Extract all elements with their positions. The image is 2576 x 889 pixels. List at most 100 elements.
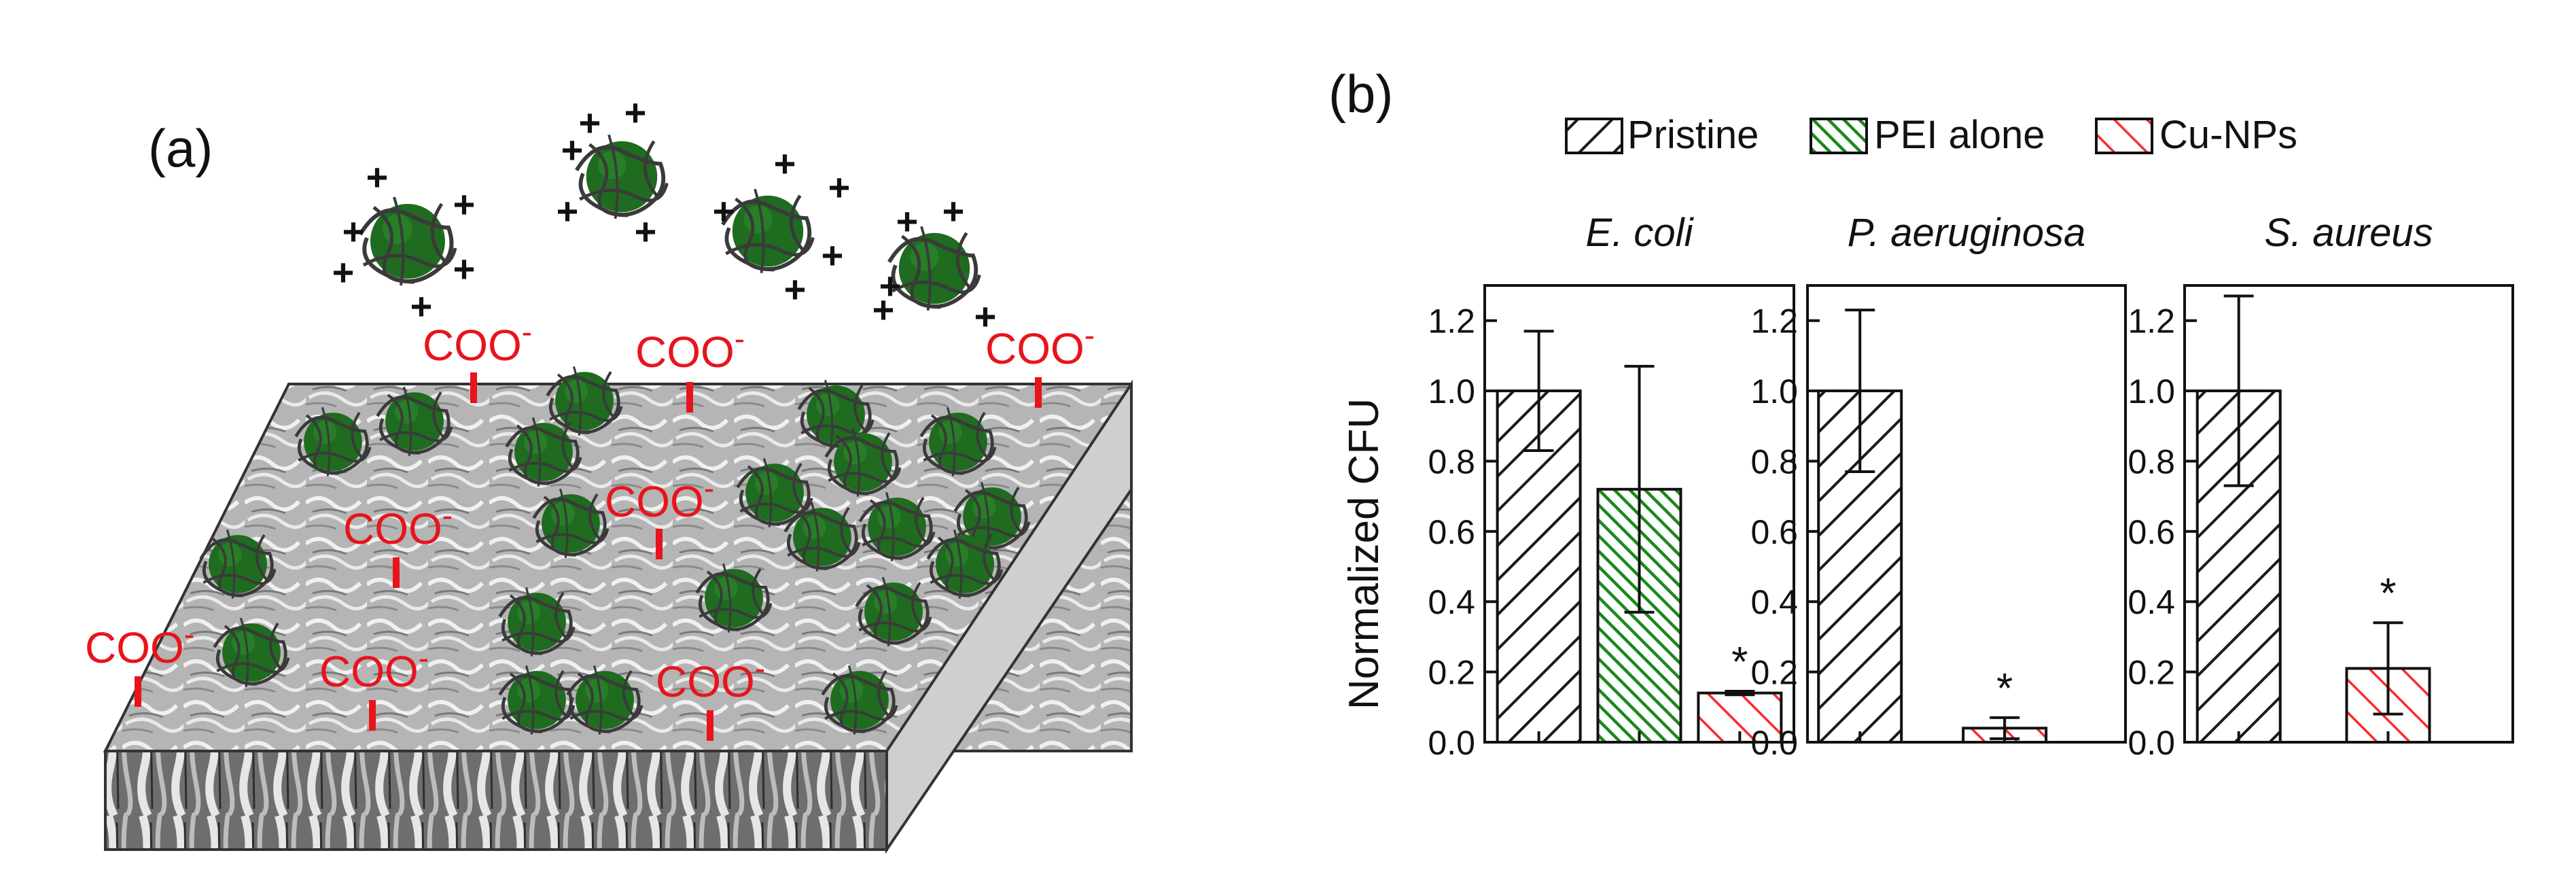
significance-marker: * — [2380, 570, 2396, 617]
significance-marker: * — [1731, 639, 1748, 686]
significance-marker: * — [1996, 665, 2013, 712]
carboxylate-charge: - — [704, 470, 714, 506]
y-tick-label: 0.6 — [1750, 513, 1798, 551]
carboxylate-charge: - — [1084, 317, 1095, 353]
carboxylate-group: COO- — [635, 321, 745, 413]
carboxylate-charge: - — [184, 616, 194, 652]
nanoparticle — [723, 189, 813, 273]
legend-swatch-pristine — [1565, 118, 1623, 154]
svg-text:COO-: COO- — [985, 317, 1095, 373]
y-tick-label: 0.6 — [2128, 513, 2175, 551]
carboxylate-text: COO — [605, 477, 704, 526]
svg-text:COO-: COO- — [605, 470, 714, 526]
y-tick-label: 0.4 — [1750, 583, 1798, 621]
charge-plus: + — [822, 234, 844, 277]
y-tick-label: 0.0 — [2128, 724, 2175, 762]
svg-text:COO-: COO- — [423, 314, 532, 370]
charge-plus: + — [624, 91, 647, 134]
panel-a: (a) — [85, 91, 1133, 854]
charge-plus: + — [366, 156, 389, 198]
panel-b-label: (b) — [1328, 64, 1393, 124]
charge-plus: + — [879, 264, 902, 307]
positive-charges: + + + + + + + + + + + + + + + + + + + + — [332, 91, 997, 338]
carboxylate-text: COO — [343, 504, 442, 553]
membrane-side-face — [885, 379, 1133, 854]
y-tick-label: 0.8 — [1428, 442, 1475, 481]
svg-text:COO-: COO- — [85, 616, 194, 672]
legend-swatch-pei — [1810, 118, 1868, 154]
subplot-title: S. aureus — [2264, 211, 2433, 255]
y-axis-label: Normalized CFU — [1341, 398, 1388, 710]
charge-plus: + — [828, 166, 851, 209]
y-tick-label: 0.6 — [1428, 513, 1475, 551]
charge-plus: + — [774, 142, 796, 185]
carboxylate-group: COO- — [985, 317, 1095, 408]
carboxylate-text: COO — [423, 321, 522, 370]
charge-plus: + — [561, 128, 584, 171]
floating-nanoparticles: + + + + + + + + + + + + + + + + + + + + — [332, 91, 997, 338]
subplot-title: E. coli — [1586, 211, 1695, 255]
carboxylate-charge: - — [755, 650, 765, 686]
y-tick-label: 0.2 — [2128, 654, 2175, 692]
charge-plus: + — [713, 190, 735, 232]
carboxylate-text: COO — [85, 623, 184, 672]
y-tick-label: 1.2 — [1428, 302, 1475, 341]
y-tick-label: 0.4 — [1428, 583, 1475, 621]
carboxylate-charge: - — [522, 314, 532, 349]
charge-plus: + — [332, 251, 355, 294]
y-tick-label: 0.2 — [1750, 654, 1798, 692]
charge-plus: + — [410, 285, 433, 328]
carboxylate-text: COO — [319, 647, 419, 696]
carboxylate-group: COO- — [319, 640, 429, 731]
panel-b: (b) Pristine PEI alone Cu-NPs Normalized… — [1328, 64, 2514, 762]
legend-label-cu: Cu-NPs — [2159, 113, 2297, 157]
carboxylate-text: COO — [985, 324, 1084, 373]
charge-plus: + — [872, 288, 895, 331]
y-tick-label: 0.0 — [1750, 724, 1798, 762]
carboxylate-group: COO- — [423, 314, 532, 403]
carboxylate-group: COO- — [343, 498, 453, 588]
charge-plus: + — [942, 190, 965, 232]
y-tick-label: 0.8 — [1750, 442, 1798, 481]
legend-item-cu: Cu-NPs — [2095, 113, 2297, 157]
carboxylate-group: COO- — [85, 616, 194, 707]
nanoparticle — [360, 197, 455, 285]
charge-plus: + — [453, 183, 476, 226]
svg-text:COO-: COO- — [635, 321, 745, 377]
panel-a-label: (a) — [148, 118, 213, 178]
subplot-2: P. aeruginosa 0.0 0.2 0.4 0.6 0.8 1.0 1.2 * — [1750, 211, 2127, 762]
charge-plus: + — [635, 210, 657, 253]
y-tick-label: 0.8 — [2128, 442, 2175, 481]
y-tick-label: 1.2 — [1750, 302, 1798, 341]
legend: Pristine PEI alone Cu-NPs — [1565, 113, 2297, 157]
subplot-3: S. aureus 0.0 0.2 0.4 0.6 0.8 1.0 1.2 * — [2128, 211, 2514, 762]
y-tick-label: 1.2 — [2128, 302, 2175, 341]
carboxylate-charge: - — [442, 498, 453, 533]
charge-plus: + — [784, 268, 807, 311]
charge-plus: + — [579, 101, 601, 144]
carboxylate-text: COO — [635, 328, 735, 377]
y-tick-label: 1.0 — [1428, 372, 1475, 411]
y-tick-label: 1.0 — [1750, 372, 1798, 411]
y-tick-label: 1.0 — [2128, 372, 2175, 411]
carboxylate-charge: - — [419, 640, 429, 676]
legend-item-pristine: Pristine — [1565, 113, 1759, 157]
legend-item-pei: PEI alone — [1810, 113, 2045, 157]
svg-text:COO-: COO- — [343, 498, 453, 553]
carboxylate-group: COO- — [656, 650, 765, 741]
y-tick-label: 0.2 — [1428, 654, 1475, 692]
legend-label-pristine: Pristine — [1627, 113, 1759, 157]
svg-text:COO-: COO- — [319, 640, 429, 696]
charge-plus: + — [974, 295, 997, 338]
subplot-title: P. aeruginosa — [1848, 211, 2085, 255]
carboxylate-text: COO — [656, 657, 755, 706]
subplot-1: E. coli 0.0 0.2 0.4 0.6 0.8 1.0 1.2 * — [1428, 211, 1795, 762]
carboxylate-labels: COO- COO- COO- COO- COO- COO- — [85, 314, 1095, 741]
charge-plus: + — [896, 200, 919, 243]
charge-plus: + — [453, 247, 476, 290]
carboxylate-group: COO- — [605, 470, 714, 559]
nanoparticle — [577, 135, 667, 219]
charge-plus: + — [342, 210, 365, 253]
